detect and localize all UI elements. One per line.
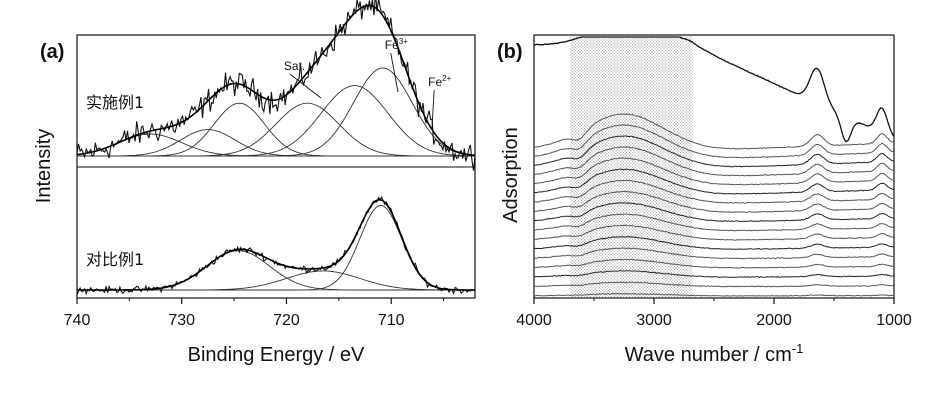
panel-b-x-tick-label: 1000: [876, 312, 912, 329]
panel-b-spectrum: [533, 213, 895, 232]
panel-a-annotation-superscript: 3+: [399, 37, 408, 46]
panel-b-x-tick-label: 4000: [516, 312, 552, 329]
panel-a-envelope: [77, 199, 475, 291]
panel-b: (b) 4000 3000 2000 1000 Wave number / cm-1 …: [497, 34, 912, 366]
panel-b-y-axis-title: Adsorption: [500, 127, 522, 223]
panel-b-spectrum: [533, 179, 895, 204]
panel-b-label: (b): [497, 41, 523, 63]
panel-a-x-tick-label: 740: [64, 312, 91, 329]
panel-a-sample-label-1: 实施例1: [86, 93, 144, 112]
panel-a-annotation-arrow: [431, 89, 435, 129]
panel-b-spectrum: [533, 113, 895, 150]
panel-b-spectrum: [533, 168, 895, 195]
panel-b-spectrum: [533, 202, 895, 223]
panel-a: (a) 740 730 720 710 Binding Energy / eV Int…: [33, 0, 476, 366]
panel-b-spectrum: [533, 36, 895, 143]
panel-b-spectrum: [533, 190, 895, 214]
panel-b-spectrum: [533, 124, 895, 159]
panel-a-sample-label-2: 对比例1: [86, 250, 144, 269]
panel-a-x-tick-label: 730: [168, 312, 195, 329]
panel-b-spectrum: [533, 269, 895, 278]
panel-b-x-tick-label: 3000: [636, 312, 672, 329]
panel-b-spectrum: [533, 236, 895, 251]
panel-a-annotation: Fe2+: [428, 74, 451, 89]
panel-b-spectrum: [533, 258, 895, 269]
panel-a-x-tick-label: 710: [378, 312, 405, 329]
panel-a-x-axis-title: Binding Energy / eV: [188, 344, 365, 366]
panel-a-annotation-arrow: [289, 73, 322, 99]
panel-b-spectrum: [533, 224, 895, 241]
panel-b-spectrum: [533, 292, 895, 297]
panel-a-envelope: [76, 4, 476, 157]
panel-a-annotation: Sat.: [284, 59, 305, 73]
panel-b-spectrum: [534, 146, 894, 177]
panel-a-x-axis: 740 730 720 710: [64, 298, 445, 329]
panel-b-x-axis: 4000 3000 2000 1000: [516, 298, 912, 329]
panel-a-label: (a): [40, 41, 64, 63]
panel-a-raw-spectrum: [76, 195, 476, 296]
panel-a-y-axis-title: Intensity: [33, 129, 55, 203]
panel-a-annotation-superscript: 2+: [442, 74, 451, 83]
panel-a-annotation-arrow: [390, 52, 399, 93]
panel-a-raw-spectrum: [76, 0, 476, 171]
panel-b-spectrum: [533, 281, 895, 288]
panel-a-x-tick-label: 720: [273, 312, 300, 329]
panel-a-fitted-peak: [76, 133, 475, 157]
panel-a-annotation: Fe3+: [385, 37, 408, 52]
panel-b-x-axis-title: Wave number / cm-1: [625, 341, 804, 366]
panel-a-fitted-peak: [77, 205, 475, 291]
panel-b-spectrum: [533, 247, 895, 260]
panel-b-spectrum: [533, 135, 895, 168]
panel-b-x-tick-label: 2000: [756, 312, 792, 329]
panel-b-spectrum: [533, 157, 895, 186]
panel-b-highlight-region: [570, 36, 693, 297]
panel-b-plot-area: [533, 36, 895, 297]
panel-a-annotations: Sat. Fe3+ Fe2+: [284, 37, 452, 129]
panel-a-plot-area: [76, 0, 476, 296]
